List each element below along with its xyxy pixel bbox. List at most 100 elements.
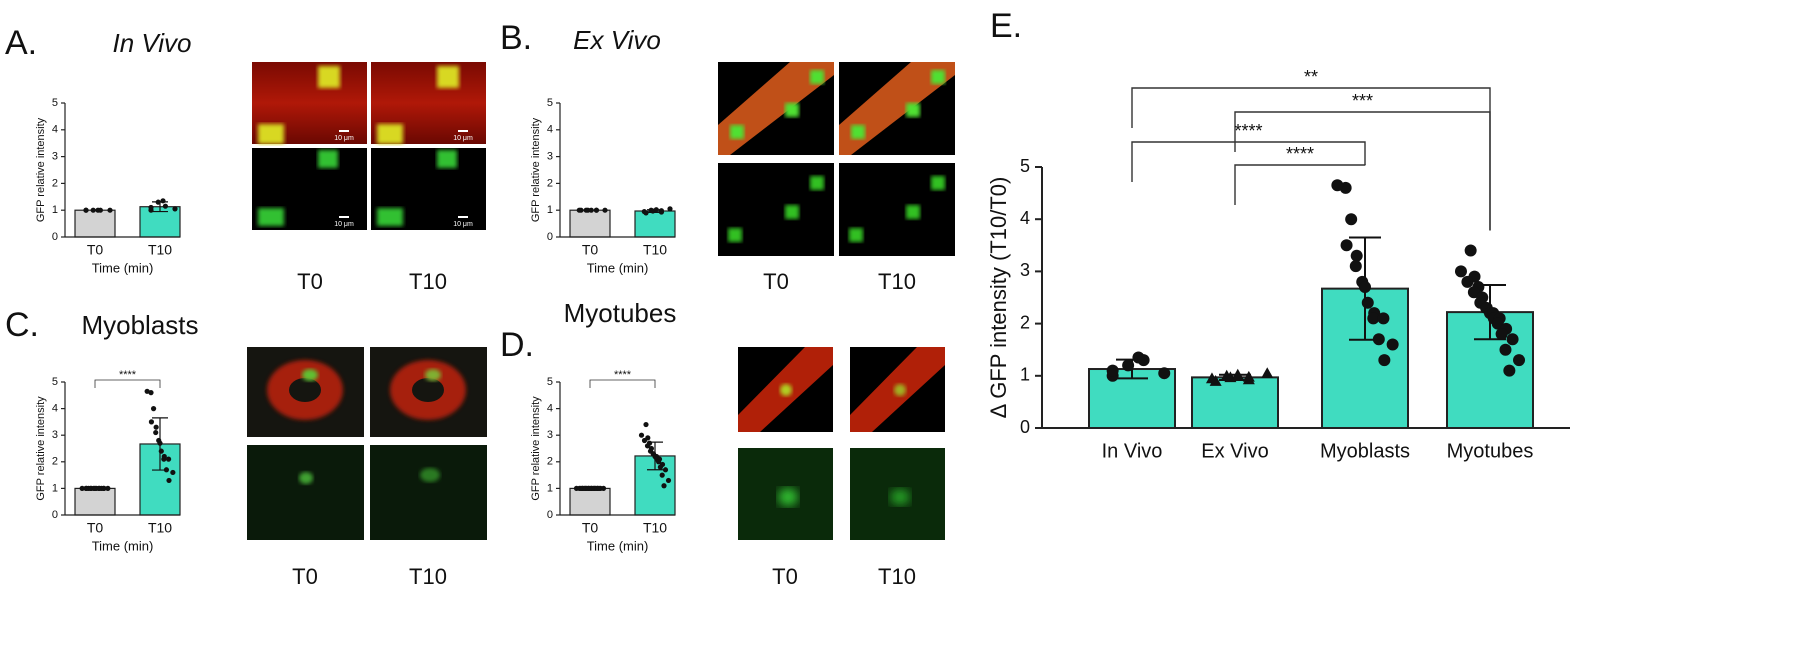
y-tick-label: 3	[547, 429, 553, 441]
scale-bar-label: 10 μm	[334, 221, 354, 228]
micrograph	[420, 468, 440, 482]
y-tick-label: 1	[52, 204, 58, 216]
data-point	[641, 208, 647, 215]
significance-label: ****	[1234, 121, 1262, 141]
data-point	[166, 477, 172, 484]
micrograph	[780, 384, 792, 396]
data-point	[656, 459, 662, 465]
data-point	[1361, 296, 1374, 309]
y-tick-label: 5	[52, 376, 58, 388]
y-tick-label: 5	[1020, 156, 1030, 176]
data-point	[602, 207, 608, 213]
x-tick-label: Myoblasts	[1320, 440, 1410, 462]
micrograph	[839, 62, 955, 155]
data-point	[157, 440, 163, 446]
micrograph	[785, 205, 799, 219]
data-point	[1158, 367, 1171, 380]
significance-bracket	[589, 379, 656, 388]
data-point	[1499, 343, 1512, 356]
data-point	[97, 207, 103, 213]
significance-bracket	[1131, 141, 1366, 182]
image-label: T10	[409, 564, 447, 589]
micrograph	[931, 176, 945, 190]
micrograph	[730, 125, 744, 139]
micrograph	[302, 369, 318, 381]
panel-label: B.	[500, 19, 532, 57]
micrograph	[778, 488, 798, 506]
y-tick-label: 3	[547, 151, 553, 163]
data-point	[658, 208, 665, 214]
y-tick-label: 4	[547, 403, 553, 415]
y-tick-label: 1	[1020, 365, 1030, 385]
data-point	[1461, 275, 1474, 288]
data-point	[593, 207, 600, 213]
y-tick-label: 3	[52, 151, 58, 163]
data-point	[101, 485, 107, 491]
data-point	[1231, 368, 1244, 380]
data-point	[600, 485, 607, 491]
y-axis-label: GFP relative intensity	[530, 396, 542, 501]
micrograph	[258, 208, 284, 226]
image-label: T10	[878, 564, 916, 589]
data-point	[144, 388, 150, 394]
x-tick-label: In Vivo	[1102, 440, 1163, 462]
data-point	[90, 207, 96, 213]
data-point	[1331, 179, 1344, 192]
bar	[1191, 376, 1279, 429]
micrograph	[718, 62, 834, 155]
image-label: T10	[878, 269, 916, 294]
data-point	[162, 203, 168, 209]
image-label: T10	[409, 269, 447, 294]
data-point	[1506, 333, 1519, 346]
scale-bar-label: 10 μm	[453, 135, 473, 142]
micrograph	[894, 384, 906, 396]
scale-bar-label: 10 μm	[334, 135, 354, 142]
bar	[74, 209, 116, 238]
x-axis-label: Time (min)	[92, 260, 154, 275]
significance-label: ****	[614, 369, 632, 381]
micrographs	[247, 62, 955, 540]
micrograph	[851, 125, 865, 139]
micrograph	[370, 445, 487, 540]
x-tick-label: T0	[582, 242, 599, 258]
x-tick-label: T10	[148, 520, 172, 536]
y-tick-label: 5	[52, 97, 58, 109]
micrograph	[890, 489, 910, 505]
data-point	[1350, 249, 1363, 262]
image-label: T0	[292, 564, 318, 589]
image-label: T0	[297, 269, 323, 294]
y-tick-label: 2	[52, 177, 58, 189]
data-point	[1122, 359, 1135, 372]
data-point	[653, 207, 659, 213]
x-axis-label: Time (min)	[92, 538, 154, 553]
micrograph	[728, 228, 742, 242]
data-point	[1367, 312, 1380, 325]
data-point	[1106, 364, 1119, 377]
data-point	[153, 424, 159, 430]
bar	[569, 487, 611, 516]
micrograph	[425, 369, 441, 381]
y-tick-label: 0	[547, 509, 553, 521]
data-point	[1261, 367, 1274, 378]
data-point	[155, 199, 161, 205]
data-point	[163, 467, 170, 473]
panel-label: D.	[500, 326, 534, 364]
significance-bracket	[1234, 164, 1366, 205]
data-point	[643, 421, 649, 428]
y-tick-label: 2	[52, 456, 58, 468]
image-label: T0	[772, 564, 798, 589]
panel-title: Myoblasts	[81, 310, 198, 340]
micrograph	[785, 103, 799, 117]
data-point	[150, 406, 157, 412]
data-point	[665, 477, 672, 484]
x-tick-label: T0	[87, 242, 104, 258]
micrograph	[437, 150, 457, 168]
y-tick-label: 0	[52, 509, 58, 521]
data-point	[641, 437, 648, 444]
bar	[74, 487, 116, 516]
micrograph	[810, 70, 824, 84]
micrograph	[377, 208, 403, 226]
data-point	[107, 207, 113, 213]
data-point	[1340, 239, 1353, 252]
